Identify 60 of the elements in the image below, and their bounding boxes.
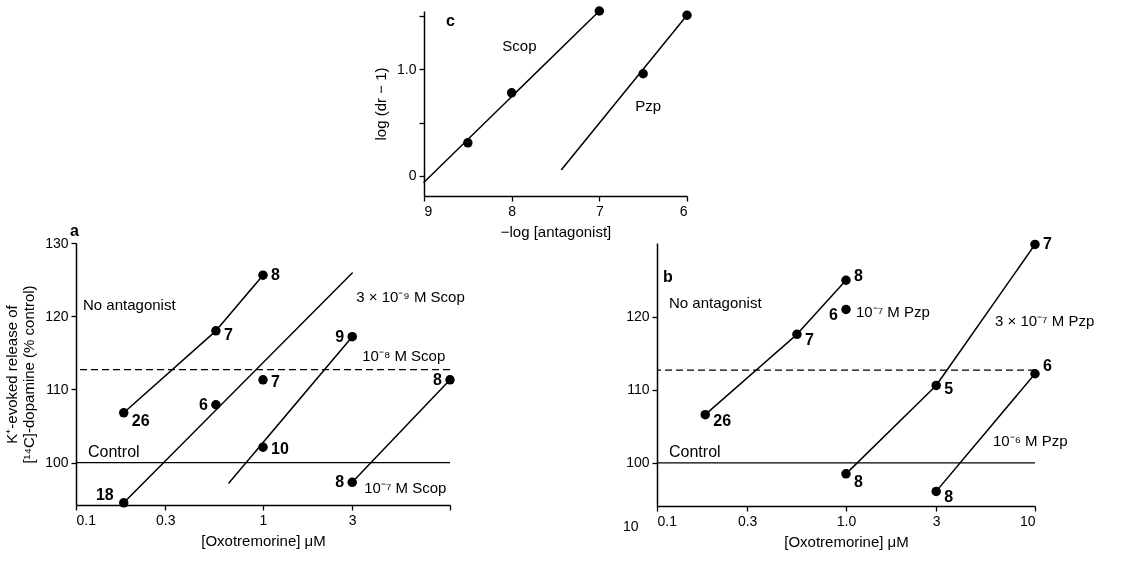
text: a bbox=[70, 222, 79, 239]
annotation: c bbox=[446, 12, 455, 29]
annotation: 7 bbox=[271, 372, 280, 390]
y-tick-label: 120 bbox=[45, 307, 69, 324]
annotation: 6 bbox=[1043, 356, 1052, 374]
series-label: 10⁻⁸ M Scop bbox=[362, 346, 446, 364]
x-tick-label: 3 bbox=[932, 512, 941, 529]
x-tick-label: 6 bbox=[679, 202, 688, 219]
y-tick-label: 110 bbox=[46, 380, 69, 397]
y-tick-label: 110 bbox=[627, 381, 650, 398]
series-label: 3 × 10⁻⁹ M Scop bbox=[356, 288, 465, 306]
annotation: 18 bbox=[95, 485, 114, 503]
x-tick-label: 0.3 bbox=[737, 512, 758, 529]
annotation: 9 bbox=[335, 327, 345, 345]
x-tick-label: 0.1 bbox=[657, 512, 678, 529]
x-axis-title: [Oxotremorine] μM bbox=[784, 532, 909, 550]
y-tick-label: 120 bbox=[626, 308, 650, 325]
y-axis-title: K⁺-evoked release of [¹⁴C]-dopamine (% control) bbox=[3, 285, 38, 464]
annotation: 6 bbox=[199, 395, 208, 413]
annotation: 7 bbox=[223, 325, 233, 343]
ref-line-label: Control bbox=[88, 442, 140, 460]
series-label: Pzp bbox=[635, 96, 662, 114]
text: No antagonist bbox=[669, 294, 763, 312]
annotation: 8 bbox=[854, 267, 863, 285]
series-label: 10⁻⁶ M Pzp bbox=[993, 431, 1068, 449]
y-tick-label: 100 bbox=[45, 454, 69, 471]
y-tick-label: 100 bbox=[626, 454, 650, 471]
ref-line-label: Control bbox=[669, 442, 721, 460]
y-axis-title: log (dr − 1) bbox=[372, 67, 390, 141]
text: No antagonist bbox=[83, 296, 177, 314]
annotation: 6 bbox=[829, 306, 839, 324]
x-tick-label: 1.0 bbox=[836, 512, 857, 529]
annotation: 5 bbox=[944, 380, 954, 398]
x-tick-label: 7 bbox=[595, 202, 604, 219]
annotation: 8 bbox=[944, 488, 954, 506]
x-tick-label: 0.1 bbox=[76, 511, 97, 528]
x-tick-label: 10 bbox=[1019, 512, 1036, 529]
annotation: 8 bbox=[271, 266, 280, 284]
annotation: 8 bbox=[854, 472, 863, 490]
annotation: 7 bbox=[804, 331, 814, 349]
x-axis-title: −log [antagonist] bbox=[500, 222, 612, 240]
series-label: 10⁻⁷ M Scop bbox=[364, 479, 447, 497]
annotation: 8 bbox=[335, 473, 345, 491]
annotation: 7 bbox=[1043, 235, 1052, 253]
x-tick-label: 1 bbox=[259, 511, 268, 528]
x-tick-label: 8 bbox=[508, 202, 517, 219]
series-label: 3 × 10⁻⁷ M Pzp bbox=[995, 312, 1095, 330]
annotation: 8 bbox=[433, 370, 443, 388]
annotation: 10 bbox=[271, 440, 289, 458]
annotation: b bbox=[663, 268, 673, 285]
y-tick-label: 130 bbox=[45, 234, 69, 251]
x-tick-label: 3 bbox=[348, 511, 357, 528]
text: Scop bbox=[502, 37, 537, 54]
annotation: 26 bbox=[713, 411, 732, 429]
annotation: 26 bbox=[131, 411, 150, 429]
x-axis-title: [Oxotremorine] μM bbox=[201, 531, 326, 549]
series-label: 10⁻⁷ M Pzp bbox=[856, 303, 930, 321]
y-tick-label: 0 bbox=[408, 167, 417, 184]
x-tick-label: 0.3 bbox=[155, 511, 176, 528]
x-tick-label: 9 bbox=[424, 202, 433, 219]
